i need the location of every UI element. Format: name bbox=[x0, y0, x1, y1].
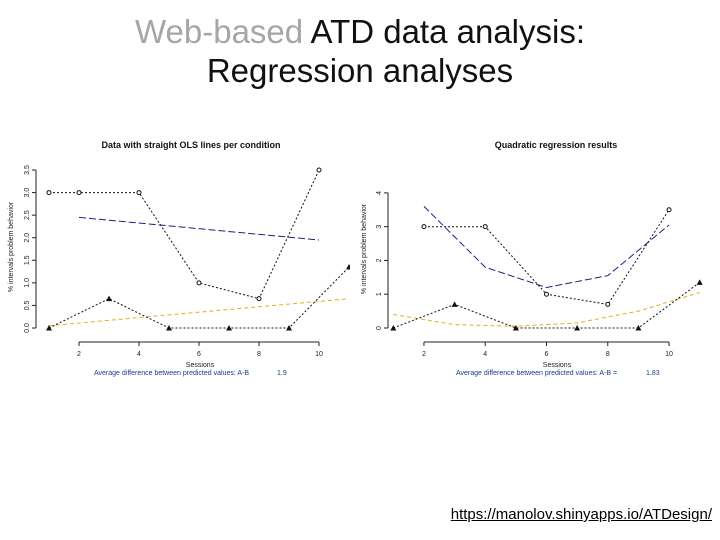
series-line-b bbox=[393, 281, 700, 329]
x-tick-label: 4 bbox=[483, 351, 487, 358]
title-muted-text: Web-based bbox=[134, 13, 304, 50]
series-line-b bbox=[48, 266, 350, 329]
chart-footnote: Average difference between predicted val… bbox=[94, 370, 249, 377]
x-tick-label: 2 bbox=[77, 351, 81, 358]
data-point-a bbox=[256, 296, 262, 302]
data-point-a bbox=[316, 167, 322, 173]
fit-line-a bbox=[78, 216, 320, 241]
data-point-a bbox=[421, 224, 427, 230]
shiny-app-link[interactable]: https://manolov.shinyapps.io/ATDesign/ bbox=[450, 506, 712, 523]
y-tick-label: 0.5 bbox=[24, 300, 31, 310]
data-point-b bbox=[286, 325, 292, 331]
fit-line-b bbox=[393, 292, 700, 327]
chart-footnote-value: 1.9 bbox=[277, 370, 287, 377]
fit-line-a bbox=[423, 206, 670, 289]
series-line-a bbox=[424, 209, 670, 305]
y-tick-label: 0 bbox=[376, 326, 383, 330]
data-point-a bbox=[136, 190, 142, 196]
chart-title: Data with straight OLS lines per conditi… bbox=[101, 140, 280, 150]
y-tick-label: 0.0 bbox=[24, 323, 31, 333]
data-point-b bbox=[451, 301, 458, 307]
x-tick-label: 10 bbox=[315, 351, 323, 358]
chart-footnote-value: 1.83 bbox=[646, 370, 660, 377]
chart-title: Quadratic regression results bbox=[495, 140, 618, 150]
linear-regression-chart: Data with straight OLS lines per conditi… bbox=[5, 130, 352, 398]
slide-title-line-1: Web-based ATD data analysis: bbox=[0, 12, 720, 51]
x-tick-label: 10 bbox=[665, 351, 673, 358]
y-tick-label: 1 bbox=[376, 292, 383, 296]
y-tick-label: 3.0 bbox=[24, 188, 31, 198]
quadratic-regression-chart: Quadratic regression results 0 1 2 3 4 % inter… bbox=[358, 130, 715, 398]
slide-title: Web-based ATD data analysis: Regression … bbox=[0, 12, 720, 90]
data-point-b bbox=[512, 325, 519, 331]
data-point-b bbox=[46, 325, 52, 331]
y-tick-label: 2.5 bbox=[24, 210, 31, 220]
x-tick-label: 8 bbox=[606, 351, 610, 358]
x-tick-label: 8 bbox=[257, 351, 261, 358]
data-point-b bbox=[635, 325, 642, 331]
data-point-b bbox=[346, 264, 352, 270]
title-main-text: ATD data analysis: bbox=[303, 13, 586, 50]
y-tick-label: 2 bbox=[376, 258, 383, 262]
y-tick-label: 1.0 bbox=[24, 278, 31, 288]
x-tick-label: 2 bbox=[422, 351, 426, 358]
y-axis-label: % intervals problem behavior bbox=[8, 201, 15, 292]
slide-title-line-2: Regression analyses bbox=[206, 52, 514, 89]
y-tick-label: 4 bbox=[376, 191, 383, 195]
data-point-b bbox=[696, 279, 703, 285]
x-axis-label: Sessions bbox=[186, 362, 215, 369]
x-axis-label: Sessions bbox=[543, 362, 572, 369]
x-tick-label: 6 bbox=[545, 351, 549, 358]
data-point-b bbox=[106, 295, 112, 302]
chart-svg: Data with straight OLS lines per conditi… bbox=[8, 140, 352, 377]
data-point-a bbox=[46, 190, 52, 196]
data-point-a bbox=[666, 207, 672, 213]
data-point-a bbox=[544, 291, 549, 297]
chart-footnote: Average difference between predicted val… bbox=[456, 370, 617, 377]
series-line-a bbox=[49, 169, 320, 300]
y-tick-label: 2.0 bbox=[24, 233, 31, 243]
x-tick-label: 6 bbox=[197, 351, 201, 358]
data-point-b bbox=[390, 325, 397, 331]
data-point-a bbox=[196, 280, 202, 286]
data-point-b bbox=[574, 325, 581, 331]
y-tick-label: 3 bbox=[376, 225, 383, 229]
data-point-a bbox=[605, 301, 611, 307]
fit-line-b bbox=[48, 298, 350, 327]
x-tick-label: 4 bbox=[137, 351, 141, 358]
data-point-a bbox=[482, 224, 488, 230]
data-point-b bbox=[226, 325, 232, 331]
data-point-a bbox=[76, 190, 82, 196]
y-tick-label: 1.5 bbox=[24, 255, 31, 265]
chart-svg: Quadratic regression results 0 1 2 3 4 % inter… bbox=[361, 140, 703, 377]
y-axis-label: % intervals problem behavior bbox=[361, 203, 368, 294]
data-point-b bbox=[166, 325, 172, 331]
y-tick-label: 3.5 bbox=[24, 165, 31, 175]
